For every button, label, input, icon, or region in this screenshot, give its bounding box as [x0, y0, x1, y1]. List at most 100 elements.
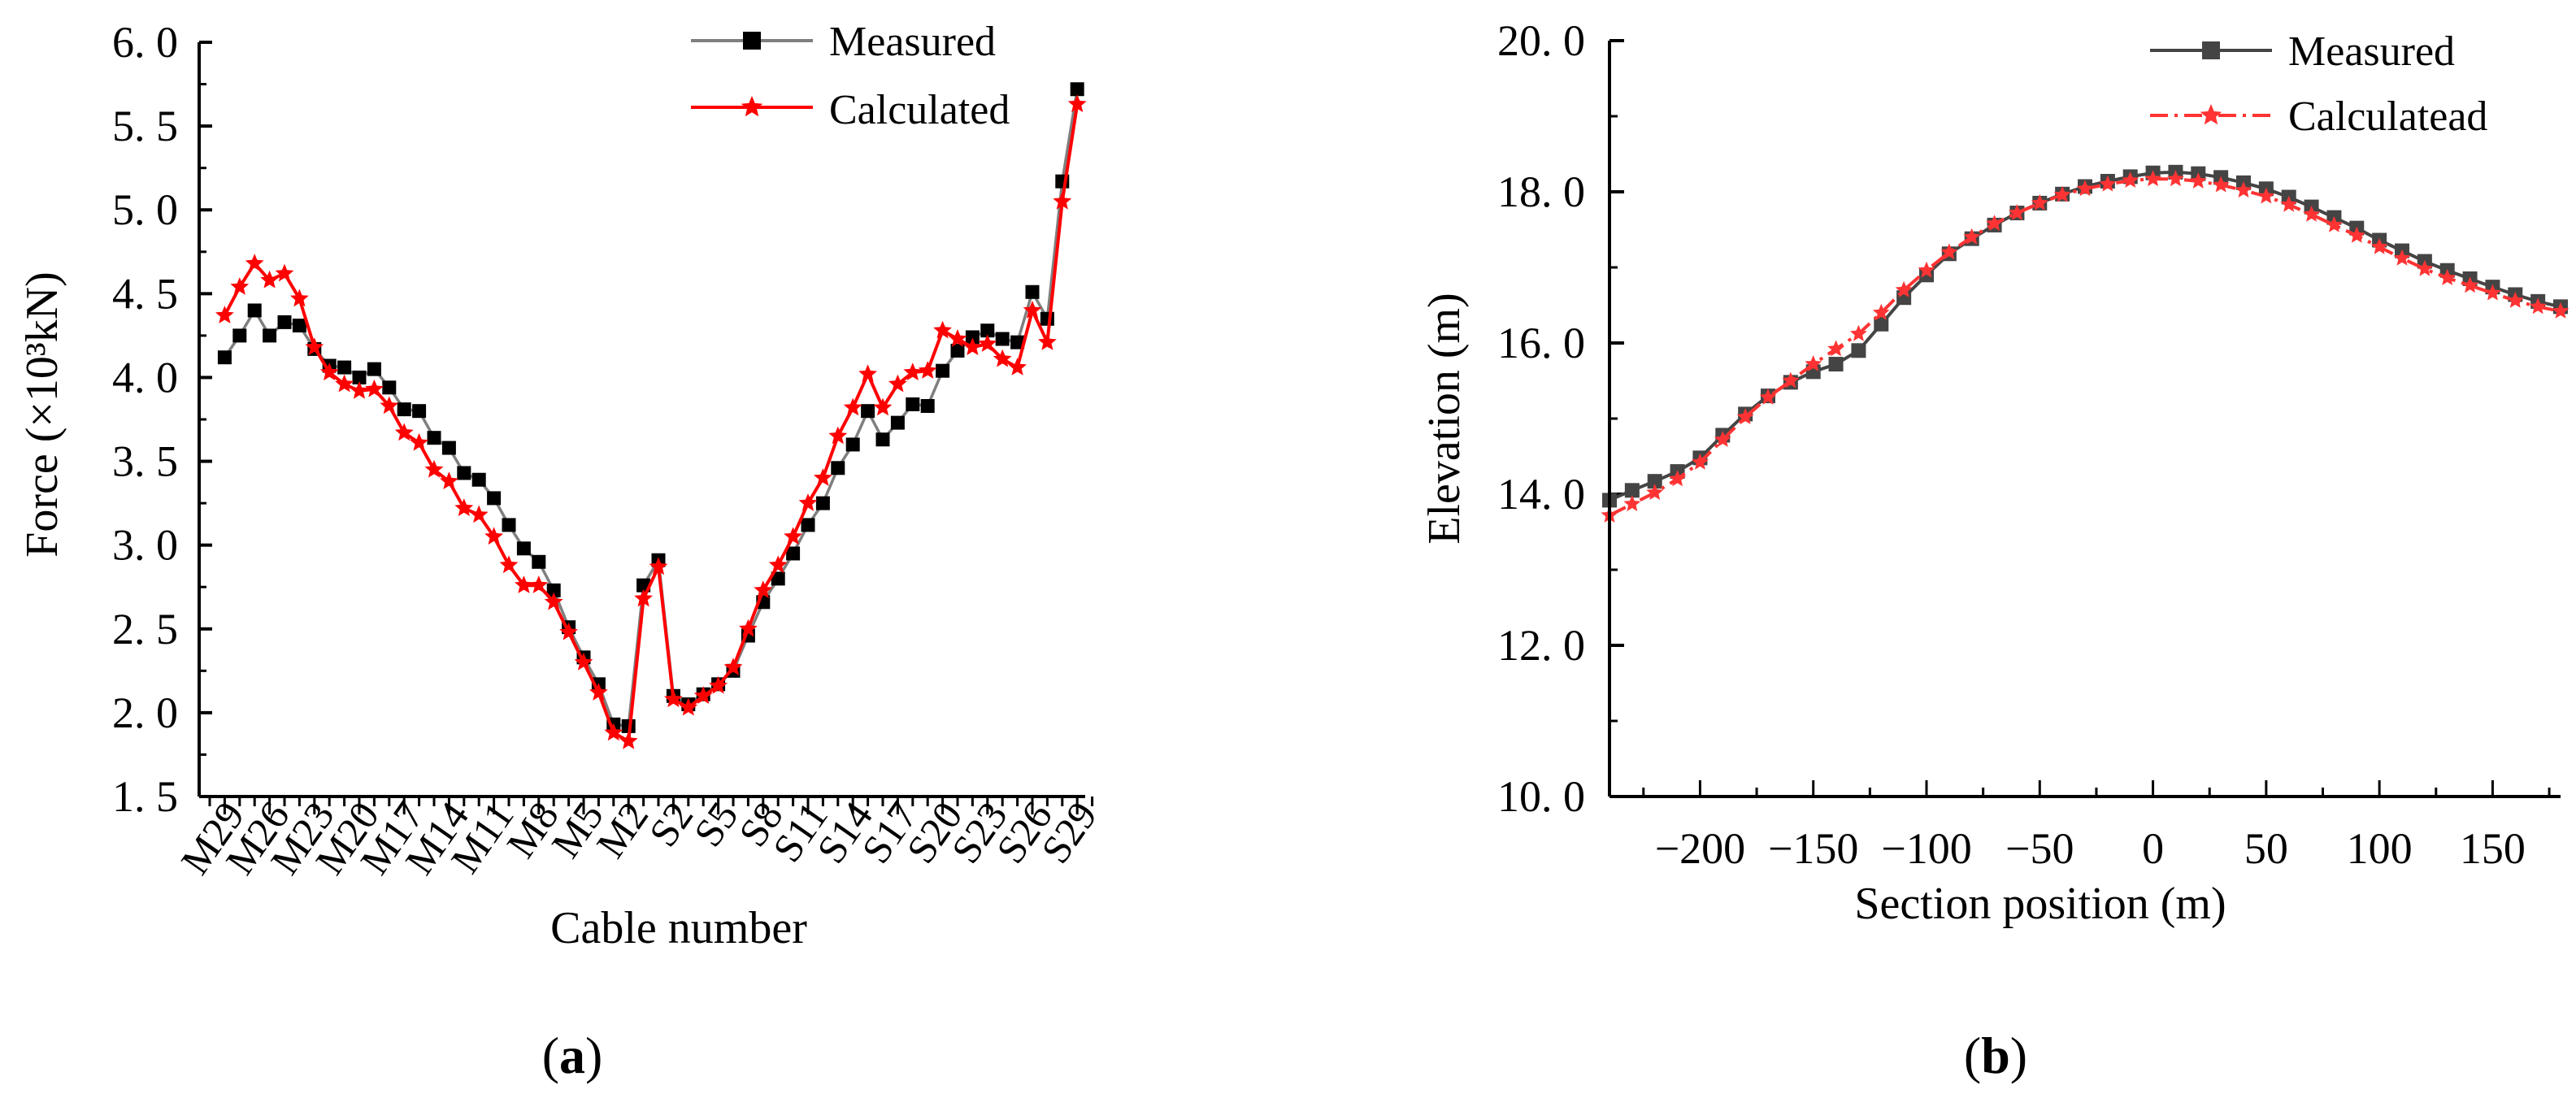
- a-point-calculated: [963, 337, 982, 355]
- a-point-calculated: [978, 334, 997, 352]
- a-ytick-label: 2. 5: [112, 605, 178, 653]
- b-ytick-label: 18. 0: [1497, 167, 1585, 216]
- b-point-measured: [1874, 316, 1889, 332]
- a-point-calculated: [424, 459, 444, 478]
- b-point-calculatead: [1827, 340, 1844, 357]
- b-point-calculatead: [2416, 259, 2434, 276]
- b-point-calculatead: [2031, 193, 2048, 211]
- a-point-calculated: [410, 432, 428, 451]
- b-point-calculatead: [2552, 302, 2569, 319]
- a-point-calculated: [260, 270, 279, 289]
- a-ytick-label: 6. 0: [112, 18, 178, 67]
- b-point-calculatead: [2076, 180, 2094, 197]
- a-point-calculated: [589, 683, 608, 701]
- b-point-measured: [1624, 483, 1640, 498]
- a-point-calculated: [828, 426, 848, 445]
- a-point-calculated: [1023, 301, 1042, 319]
- b-point-calculatead: [1782, 371, 1800, 389]
- legend-a-calculated-label: Calculated: [829, 87, 1010, 133]
- b-point-calculatead: [2439, 269, 2457, 285]
- a-point-measured: [457, 466, 471, 480]
- a-point-calculated: [619, 731, 638, 749]
- b-point-calculatead: [2370, 237, 2388, 254]
- b-point-calculatead: [1895, 280, 1913, 297]
- legend-b-calculated-marker: [2200, 104, 2222, 125]
- b-point-calculatead: [1805, 355, 1822, 371]
- a-ytick-label: 4. 5: [112, 269, 178, 318]
- b-point-calculatead: [2099, 175, 2117, 192]
- panel-a-label: (a): [542, 1027, 603, 1084]
- a-point-measured: [950, 343, 965, 358]
- a-point-calculated: [529, 575, 549, 593]
- a-point-calculated: [469, 505, 489, 523]
- panel-b-legend: Measured Calculatead: [2150, 28, 2487, 140]
- a-point-measured: [487, 491, 502, 506]
- a-point-calculated: [634, 588, 653, 607]
- a-point-measured: [382, 380, 397, 395]
- a-ytick-label: 5. 0: [112, 185, 178, 234]
- a-point-calculated: [515, 575, 533, 593]
- b-ytick-label: 14. 0: [1497, 470, 1585, 519]
- a-point-calculated: [484, 527, 503, 545]
- panel-a-chart: 1. 5 2. 0 2. 5 3. 0 3. 5 4. 0 4. 5 5. 0 5. 5 6. 0…: [17, 18, 1106, 1084]
- a-point-measured: [906, 397, 920, 411]
- a-point-calculated: [754, 580, 773, 599]
- a-ytick-label: 5. 5: [112, 102, 178, 150]
- b-point-calculatead: [2484, 284, 2501, 301]
- a-point-calculated: [1053, 191, 1072, 210]
- b-point-calculatead: [1669, 470, 1686, 487]
- a-point-measured: [771, 571, 785, 586]
- legend-b-measured-label: Measured: [2288, 28, 2455, 75]
- b-point-calculatead: [2009, 204, 2026, 220]
- panel-b-label-letter: b: [1981, 1027, 2010, 1084]
- a-point-calculated: [948, 329, 967, 347]
- a-ytick-label: 3. 5: [112, 437, 178, 486]
- a-point-calculated: [858, 364, 877, 382]
- panel-b-label: (b): [1964, 1027, 2027, 1084]
- a-point-calculated: [993, 349, 1012, 367]
- a-point-measured: [232, 328, 247, 343]
- a-point-measured: [546, 583, 561, 597]
- a-xtick-label: S29: [1032, 793, 1106, 871]
- b-point-calculatead: [1850, 324, 1867, 341]
- a-point-calculated: [843, 397, 862, 416]
- b-point-calculatead: [1918, 261, 1935, 278]
- b-point-calculatead: [1623, 495, 1641, 511]
- a-point-measured: [1070, 82, 1084, 97]
- a-point-calculated: [604, 723, 623, 741]
- legend-a-calculated-marker: [741, 96, 763, 117]
- b-ytick-label: 10. 0: [1497, 772, 1585, 821]
- a-point-calculated: [365, 379, 384, 397]
- a-point-measured: [875, 432, 890, 447]
- a-point-measured: [516, 541, 531, 556]
- b-xtick-label: 100: [2347, 824, 2413, 873]
- a-point-measured: [1010, 335, 1025, 349]
- a-point-measured: [1040, 311, 1054, 326]
- a-point-calculated: [380, 396, 399, 415]
- b-point-measured: [1828, 357, 1844, 372]
- a-point-measured: [441, 441, 456, 455]
- a-point-measured: [352, 370, 367, 384]
- a-point-calculated: [798, 493, 818, 511]
- legend-b-calculated-label: Calculatead: [2288, 93, 2487, 140]
- a-point-measured: [1025, 284, 1040, 299]
- a-point-measured: [412, 404, 427, 419]
- b-point-calculatead: [2235, 181, 2252, 198]
- a-point-calculated: [649, 557, 668, 575]
- panel-a-xlabel: Cable number: [550, 903, 807, 953]
- b-xtick-label: 50: [2244, 824, 2288, 873]
- b-point-calculatead: [2212, 176, 2230, 193]
- a-point-calculated: [693, 686, 713, 704]
- a-point-calculated: [709, 675, 728, 694]
- a-point-measured: [277, 315, 292, 329]
- a-point-calculated: [215, 306, 234, 323]
- a-point-calculated: [394, 423, 414, 441]
- a-point-calculated: [350, 380, 369, 399]
- a-point-measured: [995, 332, 1010, 346]
- a-point-measured: [890, 415, 905, 430]
- a-point-measured: [427, 431, 441, 445]
- a-point-measured: [845, 437, 860, 452]
- a-point-measured: [247, 303, 262, 318]
- b-point-calculatead: [2529, 297, 2547, 315]
